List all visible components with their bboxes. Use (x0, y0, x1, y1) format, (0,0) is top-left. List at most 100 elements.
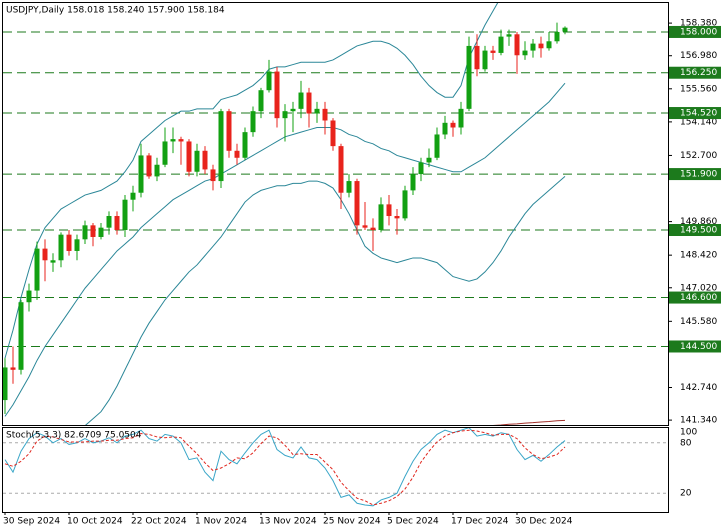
candle-body (178, 139, 184, 142)
candle-body (530, 43, 536, 51)
candle-body (322, 108, 328, 121)
candle-body (482, 50, 488, 70)
candle-body (18, 302, 24, 370)
level-label-box (669, 25, 721, 38)
candle-body (162, 141, 168, 165)
level-label: 158.000 (680, 27, 717, 37)
y-tick-label: 158.380 (680, 19, 717, 29)
candle-body (338, 146, 344, 193)
level-label-box (669, 223, 721, 236)
candle-body (130, 192, 136, 200)
candle-body (378, 204, 384, 230)
candle-body (82, 225, 88, 240)
indicator-line (4, 429, 566, 506)
candle-body (402, 190, 408, 219)
indicator-line (85, 176, 566, 425)
candle-body (202, 150, 208, 170)
x-tick-label: 5 Dec 2024 (387, 517, 439, 527)
stoch-frame (2, 427, 669, 513)
candle-body (418, 162, 424, 175)
candle-body (234, 150, 240, 158)
y-tick-label: 155.560 (680, 84, 717, 94)
level-label: 156.250 (680, 68, 717, 78)
candle-body (3, 367, 8, 401)
y-tick-label: 145.580 (680, 317, 717, 327)
y-tick-label: 100 (680, 428, 697, 438)
candle-body (458, 108, 464, 128)
candle-body (34, 248, 40, 291)
candle-body (42, 248, 48, 261)
candle-body (546, 41, 552, 49)
candle-body (434, 134, 440, 158)
y-tick-label: 152.700 (680, 151, 717, 161)
indicator-line (492, 419, 566, 425)
candle-body (330, 120, 336, 147)
candle-body (490, 50, 496, 53)
candle-body (170, 139, 176, 142)
candle-body (538, 43, 544, 49)
y-tick-label: 148.420 (680, 251, 717, 261)
x-tick-label: 10 Oct 2024 (67, 517, 123, 527)
x-tick-label: 1 Nov 2024 (195, 517, 247, 527)
candle-body (154, 164, 160, 177)
candle-body (10, 367, 16, 370)
candle-body (66, 234, 72, 251)
x-tick-label: 30 Sep 2024 (3, 517, 60, 527)
level-label: 151.900 (680, 170, 717, 180)
candle-body (106, 216, 112, 228)
candle-body (314, 108, 320, 114)
candle-body (266, 71, 272, 91)
candle-body (306, 92, 312, 114)
candle-body (226, 111, 232, 151)
candle-body (394, 216, 400, 219)
candle-body (250, 111, 256, 133)
candle-body (90, 225, 96, 237)
level-label: 146.600 (680, 293, 717, 303)
candle-body (346, 181, 352, 193)
y-tick-label: 20 (680, 489, 692, 499)
x-tick-label: 13 Nov 2024 (259, 517, 317, 527)
candle-body (562, 27, 568, 32)
x-tick-label: 22 Oct 2024 (131, 517, 187, 527)
y-tick-label: 149.860 (680, 217, 717, 227)
level-label: 144.500 (680, 342, 717, 352)
y-tick-label: 156.980 (680, 51, 717, 61)
candle-body (50, 260, 56, 263)
level-label-box (669, 66, 721, 79)
candle-body (114, 216, 120, 230)
candle-body (410, 174, 416, 191)
x-tick-label: 30 Dec 2024 (515, 517, 573, 527)
level-label-box (669, 107, 721, 120)
candle-body (58, 234, 64, 261)
candle-body (138, 155, 144, 193)
candle-body (186, 141, 192, 172)
candle-body (146, 155, 152, 177)
level-label-box (669, 291, 721, 304)
candle-body (386, 204, 392, 217)
candle-body (282, 111, 288, 119)
y-tick-label: 147.020 (680, 283, 717, 293)
candle-body (74, 239, 80, 251)
candle-body (218, 111, 224, 182)
candle-body (354, 181, 360, 226)
overlay: 158.380 156.980 155.560 154.140 152.700 149.8… (3, 19, 721, 527)
main-plot (3, 3, 668, 425)
candle-body (450, 122, 456, 128)
level-label: 154.520 (680, 109, 717, 119)
level-label-box (669, 168, 721, 181)
candle-body (370, 227, 376, 230)
candle-body (474, 45, 480, 70)
y-tick-label: 154.140 (680, 117, 717, 127)
candle-body (298, 92, 304, 109)
y-tick-label: 80 (680, 438, 692, 448)
x-tick-label: 17 Dec 2024 (451, 517, 509, 527)
candle-body (426, 157, 432, 163)
stoch-title: Stoch(5,3,3) 82.6709 75.0504 (6, 431, 142, 441)
candle-body (194, 150, 200, 172)
indicator-line (4, 3, 499, 359)
candle-body (98, 227, 104, 237)
candle-body (498, 36, 504, 53)
candle-body (258, 90, 264, 112)
